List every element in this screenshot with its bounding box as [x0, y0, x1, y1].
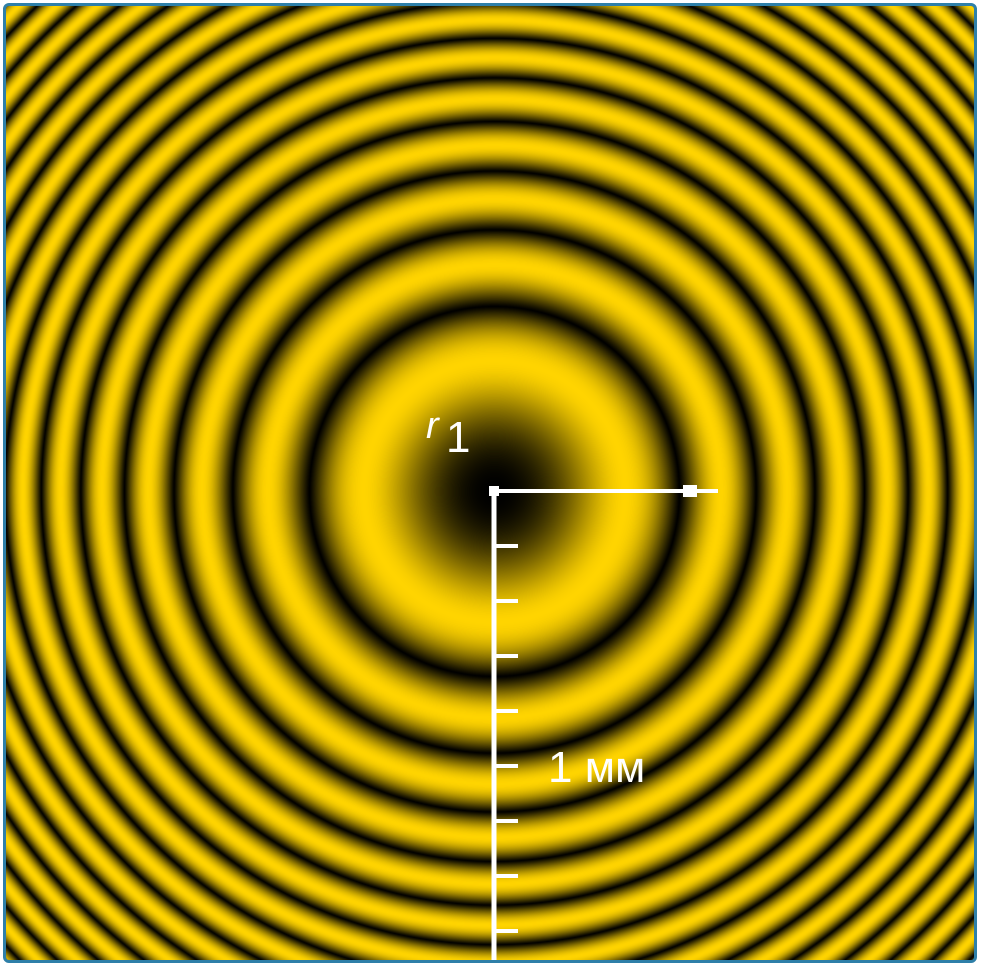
radius-label-symbol: r — [426, 405, 440, 447]
scale-overlay: r 1 1 мм — [426, 405, 718, 960]
radius-label: r — [426, 405, 440, 447]
radius-marker — [489, 485, 718, 497]
radius-label-subscript: 1 — [446, 413, 470, 462]
scale-label: 1 мм — [548, 743, 645, 792]
radius-end-dot — [683, 485, 697, 497]
scale-ruler — [491, 491, 518, 960]
newton-rings-pattern — [6, 6, 974, 960]
interference-pattern-panel: r 1 1 мм — [3, 3, 977, 963]
